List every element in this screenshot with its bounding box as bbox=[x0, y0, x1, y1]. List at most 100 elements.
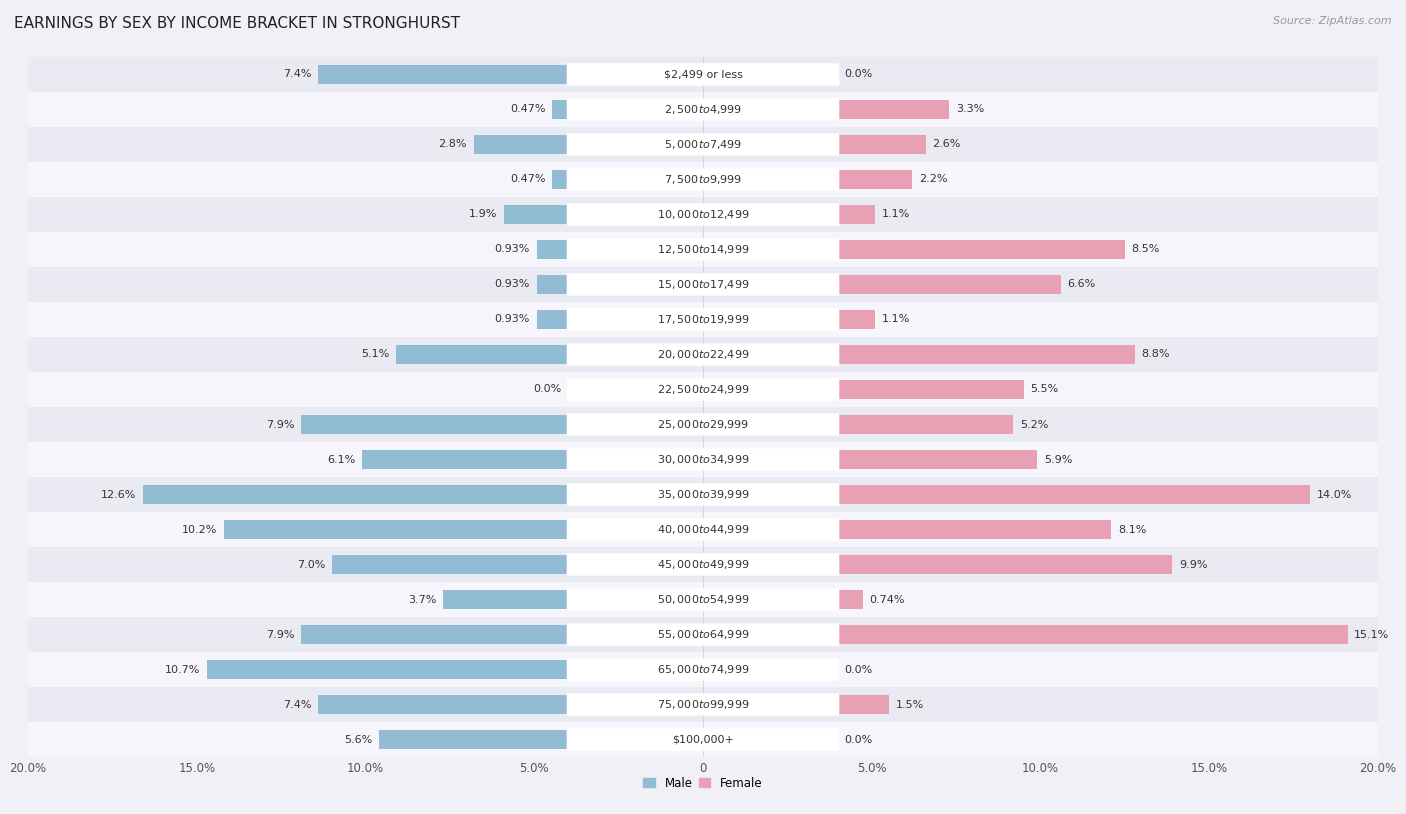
Bar bbox=[28, 512, 1378, 547]
Bar bbox=[28, 652, 1378, 687]
Text: 0.0%: 0.0% bbox=[533, 384, 561, 395]
Text: $17,500 to $19,999: $17,500 to $19,999 bbox=[657, 313, 749, 326]
Text: 9.9%: 9.9% bbox=[1178, 559, 1208, 570]
Text: Source: ZipAtlas.com: Source: ZipAtlas.com bbox=[1274, 16, 1392, 26]
Bar bbox=[363, 450, 568, 469]
Bar bbox=[838, 345, 1135, 364]
Text: 0.74%: 0.74% bbox=[870, 594, 905, 605]
Text: 6.6%: 6.6% bbox=[1067, 279, 1095, 290]
Bar bbox=[28, 232, 1378, 267]
FancyBboxPatch shape bbox=[567, 624, 839, 646]
FancyBboxPatch shape bbox=[567, 344, 839, 365]
Text: 8.1%: 8.1% bbox=[1118, 524, 1146, 535]
Text: $22,500 to $24,999: $22,500 to $24,999 bbox=[657, 383, 749, 396]
FancyBboxPatch shape bbox=[567, 554, 839, 575]
Bar bbox=[838, 240, 1125, 259]
Bar bbox=[28, 372, 1378, 407]
FancyBboxPatch shape bbox=[567, 589, 839, 610]
Text: 0.0%: 0.0% bbox=[845, 664, 873, 675]
Bar bbox=[537, 275, 568, 294]
Text: 1.9%: 1.9% bbox=[468, 209, 498, 220]
Bar bbox=[301, 625, 568, 644]
Text: 8.8%: 8.8% bbox=[1142, 349, 1170, 360]
Text: $10,000 to $12,499: $10,000 to $12,499 bbox=[657, 208, 749, 221]
FancyBboxPatch shape bbox=[567, 63, 839, 85]
Text: $30,000 to $34,999: $30,000 to $34,999 bbox=[657, 453, 749, 466]
Bar bbox=[503, 205, 568, 224]
Bar bbox=[224, 520, 568, 539]
Bar bbox=[537, 240, 568, 259]
Bar bbox=[28, 302, 1378, 337]
Bar bbox=[28, 687, 1378, 722]
FancyBboxPatch shape bbox=[567, 309, 839, 330]
Bar bbox=[474, 135, 568, 154]
Bar bbox=[838, 625, 1347, 644]
Bar bbox=[838, 590, 863, 609]
Bar bbox=[318, 65, 568, 84]
Bar bbox=[380, 730, 568, 749]
Bar bbox=[553, 170, 568, 189]
Bar bbox=[28, 617, 1378, 652]
Bar bbox=[443, 590, 568, 609]
Text: 8.5%: 8.5% bbox=[1132, 244, 1160, 255]
Text: 0.93%: 0.93% bbox=[495, 244, 530, 255]
Text: 10.7%: 10.7% bbox=[165, 664, 200, 675]
Text: 0.0%: 0.0% bbox=[845, 69, 873, 80]
Bar bbox=[28, 197, 1378, 232]
Bar bbox=[301, 415, 568, 434]
Text: 5.6%: 5.6% bbox=[344, 734, 373, 745]
Text: 5.2%: 5.2% bbox=[1021, 419, 1049, 430]
Bar bbox=[28, 407, 1378, 442]
Bar bbox=[28, 267, 1378, 302]
Bar bbox=[318, 695, 568, 714]
Text: 6.1%: 6.1% bbox=[328, 454, 356, 465]
Bar bbox=[553, 100, 568, 119]
FancyBboxPatch shape bbox=[567, 98, 839, 120]
Text: $100,000+: $100,000+ bbox=[672, 734, 734, 745]
Bar bbox=[28, 582, 1378, 617]
Text: 5.1%: 5.1% bbox=[361, 349, 389, 360]
Text: 10.2%: 10.2% bbox=[181, 524, 217, 535]
Text: $2,500 to $4,999: $2,500 to $4,999 bbox=[664, 103, 742, 116]
Bar bbox=[28, 722, 1378, 757]
Text: $35,000 to $39,999: $35,000 to $39,999 bbox=[657, 488, 749, 501]
Text: 7.4%: 7.4% bbox=[283, 69, 312, 80]
Text: 0.93%: 0.93% bbox=[495, 279, 530, 290]
FancyBboxPatch shape bbox=[567, 274, 839, 295]
Bar bbox=[332, 555, 568, 574]
Bar bbox=[838, 485, 1310, 504]
FancyBboxPatch shape bbox=[567, 659, 839, 681]
Bar bbox=[207, 660, 568, 679]
Text: $65,000 to $74,999: $65,000 to $74,999 bbox=[657, 663, 749, 676]
Bar bbox=[838, 205, 875, 224]
Bar bbox=[838, 380, 1024, 399]
FancyBboxPatch shape bbox=[567, 414, 839, 435]
Bar bbox=[28, 477, 1378, 512]
Text: 2.8%: 2.8% bbox=[439, 139, 467, 150]
FancyBboxPatch shape bbox=[567, 694, 839, 716]
Text: $55,000 to $64,999: $55,000 to $64,999 bbox=[657, 628, 749, 641]
FancyBboxPatch shape bbox=[567, 519, 839, 540]
FancyBboxPatch shape bbox=[567, 729, 839, 751]
FancyBboxPatch shape bbox=[567, 379, 839, 400]
FancyBboxPatch shape bbox=[567, 133, 839, 155]
Text: 7.9%: 7.9% bbox=[266, 419, 295, 430]
Text: 12.6%: 12.6% bbox=[101, 489, 136, 500]
Bar bbox=[838, 170, 912, 189]
Text: 7.9%: 7.9% bbox=[266, 629, 295, 640]
Text: 1.1%: 1.1% bbox=[882, 209, 910, 220]
Text: EARNINGS BY SEX BY INCOME BRACKET IN STRONGHURST: EARNINGS BY SEX BY INCOME BRACKET IN STR… bbox=[14, 16, 460, 31]
Text: 15.1%: 15.1% bbox=[1354, 629, 1389, 640]
Text: 3.7%: 3.7% bbox=[408, 594, 436, 605]
Text: 7.4%: 7.4% bbox=[283, 699, 312, 710]
Bar bbox=[838, 415, 1014, 434]
Text: 5.9%: 5.9% bbox=[1043, 454, 1073, 465]
FancyBboxPatch shape bbox=[567, 449, 839, 470]
Text: $75,000 to $99,999: $75,000 to $99,999 bbox=[657, 698, 749, 711]
Text: 0.47%: 0.47% bbox=[510, 104, 546, 115]
Bar bbox=[537, 310, 568, 329]
Bar bbox=[838, 310, 875, 329]
Bar bbox=[28, 127, 1378, 162]
Text: $2,499 or less: $2,499 or less bbox=[664, 69, 742, 80]
Text: 14.0%: 14.0% bbox=[1317, 489, 1353, 500]
